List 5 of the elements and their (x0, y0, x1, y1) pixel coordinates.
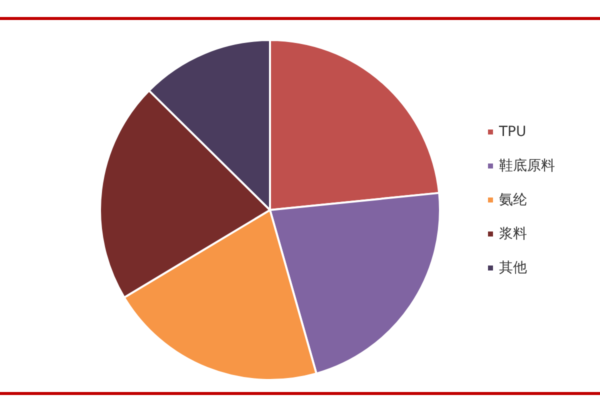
legend-label: 浆料 (499, 226, 527, 242)
legend-label: 氨纶 (499, 192, 527, 208)
legend-label: 鞋底原料 (499, 158, 555, 174)
legend-label: TPU (498, 124, 526, 140)
legend-label: 其他 (499, 260, 527, 276)
